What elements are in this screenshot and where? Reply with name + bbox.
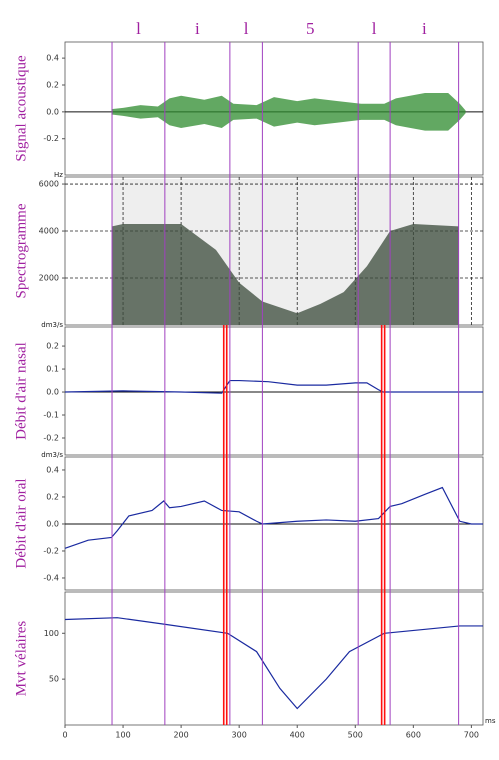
y-tick-label: 4000 (39, 227, 59, 236)
spectral-energy (112, 223, 459, 325)
x-tick-label: 200 (173, 731, 188, 740)
y-tick-label: -0.2 (43, 546, 59, 555)
y-tick-label: 6000 (39, 180, 59, 189)
panel-frame (64, 591, 484, 726)
y-tick-label: -0.1 (43, 411, 59, 420)
y-tick-label: -0.2 (43, 433, 59, 442)
segment-label: i (422, 19, 427, 38)
y-tick-label: -0.2 (43, 134, 59, 143)
y-tick-label: 0.4 (46, 465, 59, 474)
y-tick-label: 0.0 (46, 519, 59, 528)
y-tick-label: -0.4 (43, 573, 59, 582)
y-unit: dm3/s (41, 451, 63, 459)
y-tick-label: 0.1 (46, 365, 59, 374)
y-tick-label: 0.2 (46, 80, 59, 89)
segment-label: 5 (306, 19, 315, 38)
x-tick-label: 300 (232, 731, 247, 740)
x-unit: ms (485, 717, 496, 725)
y-tick-label: 50 (49, 675, 59, 684)
waveform-envelope (111, 93, 466, 131)
x-tick-label: 100 (115, 731, 130, 740)
x-tick-label: 400 (290, 731, 305, 740)
x-tick-label: 500 (348, 731, 363, 740)
y-axis-label: Débit d'air nasal (13, 342, 29, 440)
y-tick-label: 0.4 (46, 54, 59, 63)
y-unit: dm3/s (41, 321, 63, 329)
panel-frame (64, 41, 484, 176)
data-line (64, 379, 483, 394)
segment-label: l (136, 19, 141, 38)
y-tick-label: 100 (44, 629, 59, 638)
y-tick-label: 0.0 (46, 388, 59, 397)
x-tick-label: 700 (464, 731, 479, 740)
panel-frame (64, 326, 484, 456)
x-tick-label: 0 (62, 731, 67, 740)
x-tick-label: 600 (406, 731, 421, 740)
y-axis-label: Débit d'air oral (13, 478, 29, 568)
segment-label: l (372, 19, 377, 38)
y-axis-label: Signal acoustique (13, 55, 29, 162)
data-line (64, 486, 483, 549)
segment-label: i (195, 19, 200, 38)
data-line (64, 617, 483, 710)
y-tick-label: 0.2 (46, 342, 59, 351)
segment-label: l (244, 19, 249, 38)
y-axis-label: Spectrogramme (13, 203, 29, 298)
y-tick-label: 0.2 (46, 492, 59, 501)
y-tick-label: 0.0 (46, 107, 59, 116)
y-axis-label: Mvt vélaires (13, 621, 29, 697)
y-unit: Hz (54, 171, 63, 179)
y-tick-label: 2000 (39, 274, 59, 283)
